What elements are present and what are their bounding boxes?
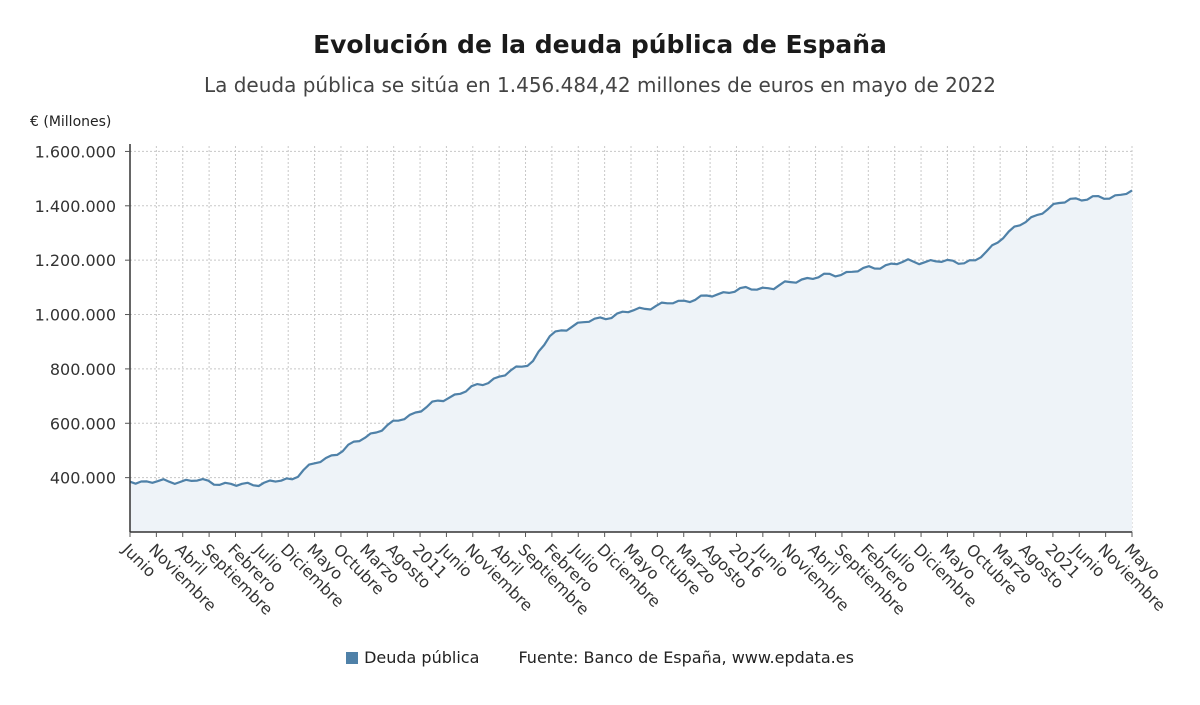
legend-item[interactable]: Deuda pública	[346, 648, 484, 667]
series-area	[130, 190, 1132, 532]
y-tick-label: 800.000	[50, 360, 116, 379]
chart-title: Evolución de la deuda pública de España	[313, 30, 887, 59]
chart-subtitle: La deuda pública se sitúa en 1.456.484,4…	[203, 73, 997, 97]
x-ticks: JunioNoviembreAbrilSeptiembreFebreroJuli…	[118, 532, 1170, 619]
y-tick-label: 1.400.000	[35, 197, 116, 216]
y-tick-label: 1.000.000	[35, 306, 116, 325]
source-text: Fuente: Banco de España, www.epdata.es	[518, 648, 853, 667]
y-ticks: 400.000 600.000 800.000 1.000.000 1.200.000 1…	[35, 142, 130, 488]
y-tick-label: 600.000	[50, 414, 116, 433]
chart-footer: Deuda pública Fuente: Banco de España, w…	[0, 648, 1200, 667]
y-tick-label: 1.200.000	[35, 251, 116, 270]
source-prefix: Fuente: Banco de España,	[518, 648, 732, 667]
y-tick-label: 400.000	[50, 469, 116, 488]
source-link[interactable]: www.epdata.es	[731, 648, 854, 667]
y-axis-label: € (Millones)	[30, 114, 112, 130]
legend-swatch	[346, 652, 359, 664]
legend-label: Deuda pública	[364, 648, 480, 667]
series-line[interactable]	[129, 189, 1133, 488]
y-tick-label: 1.600.000	[35, 142, 116, 161]
area-layer	[129, 189, 1133, 532]
